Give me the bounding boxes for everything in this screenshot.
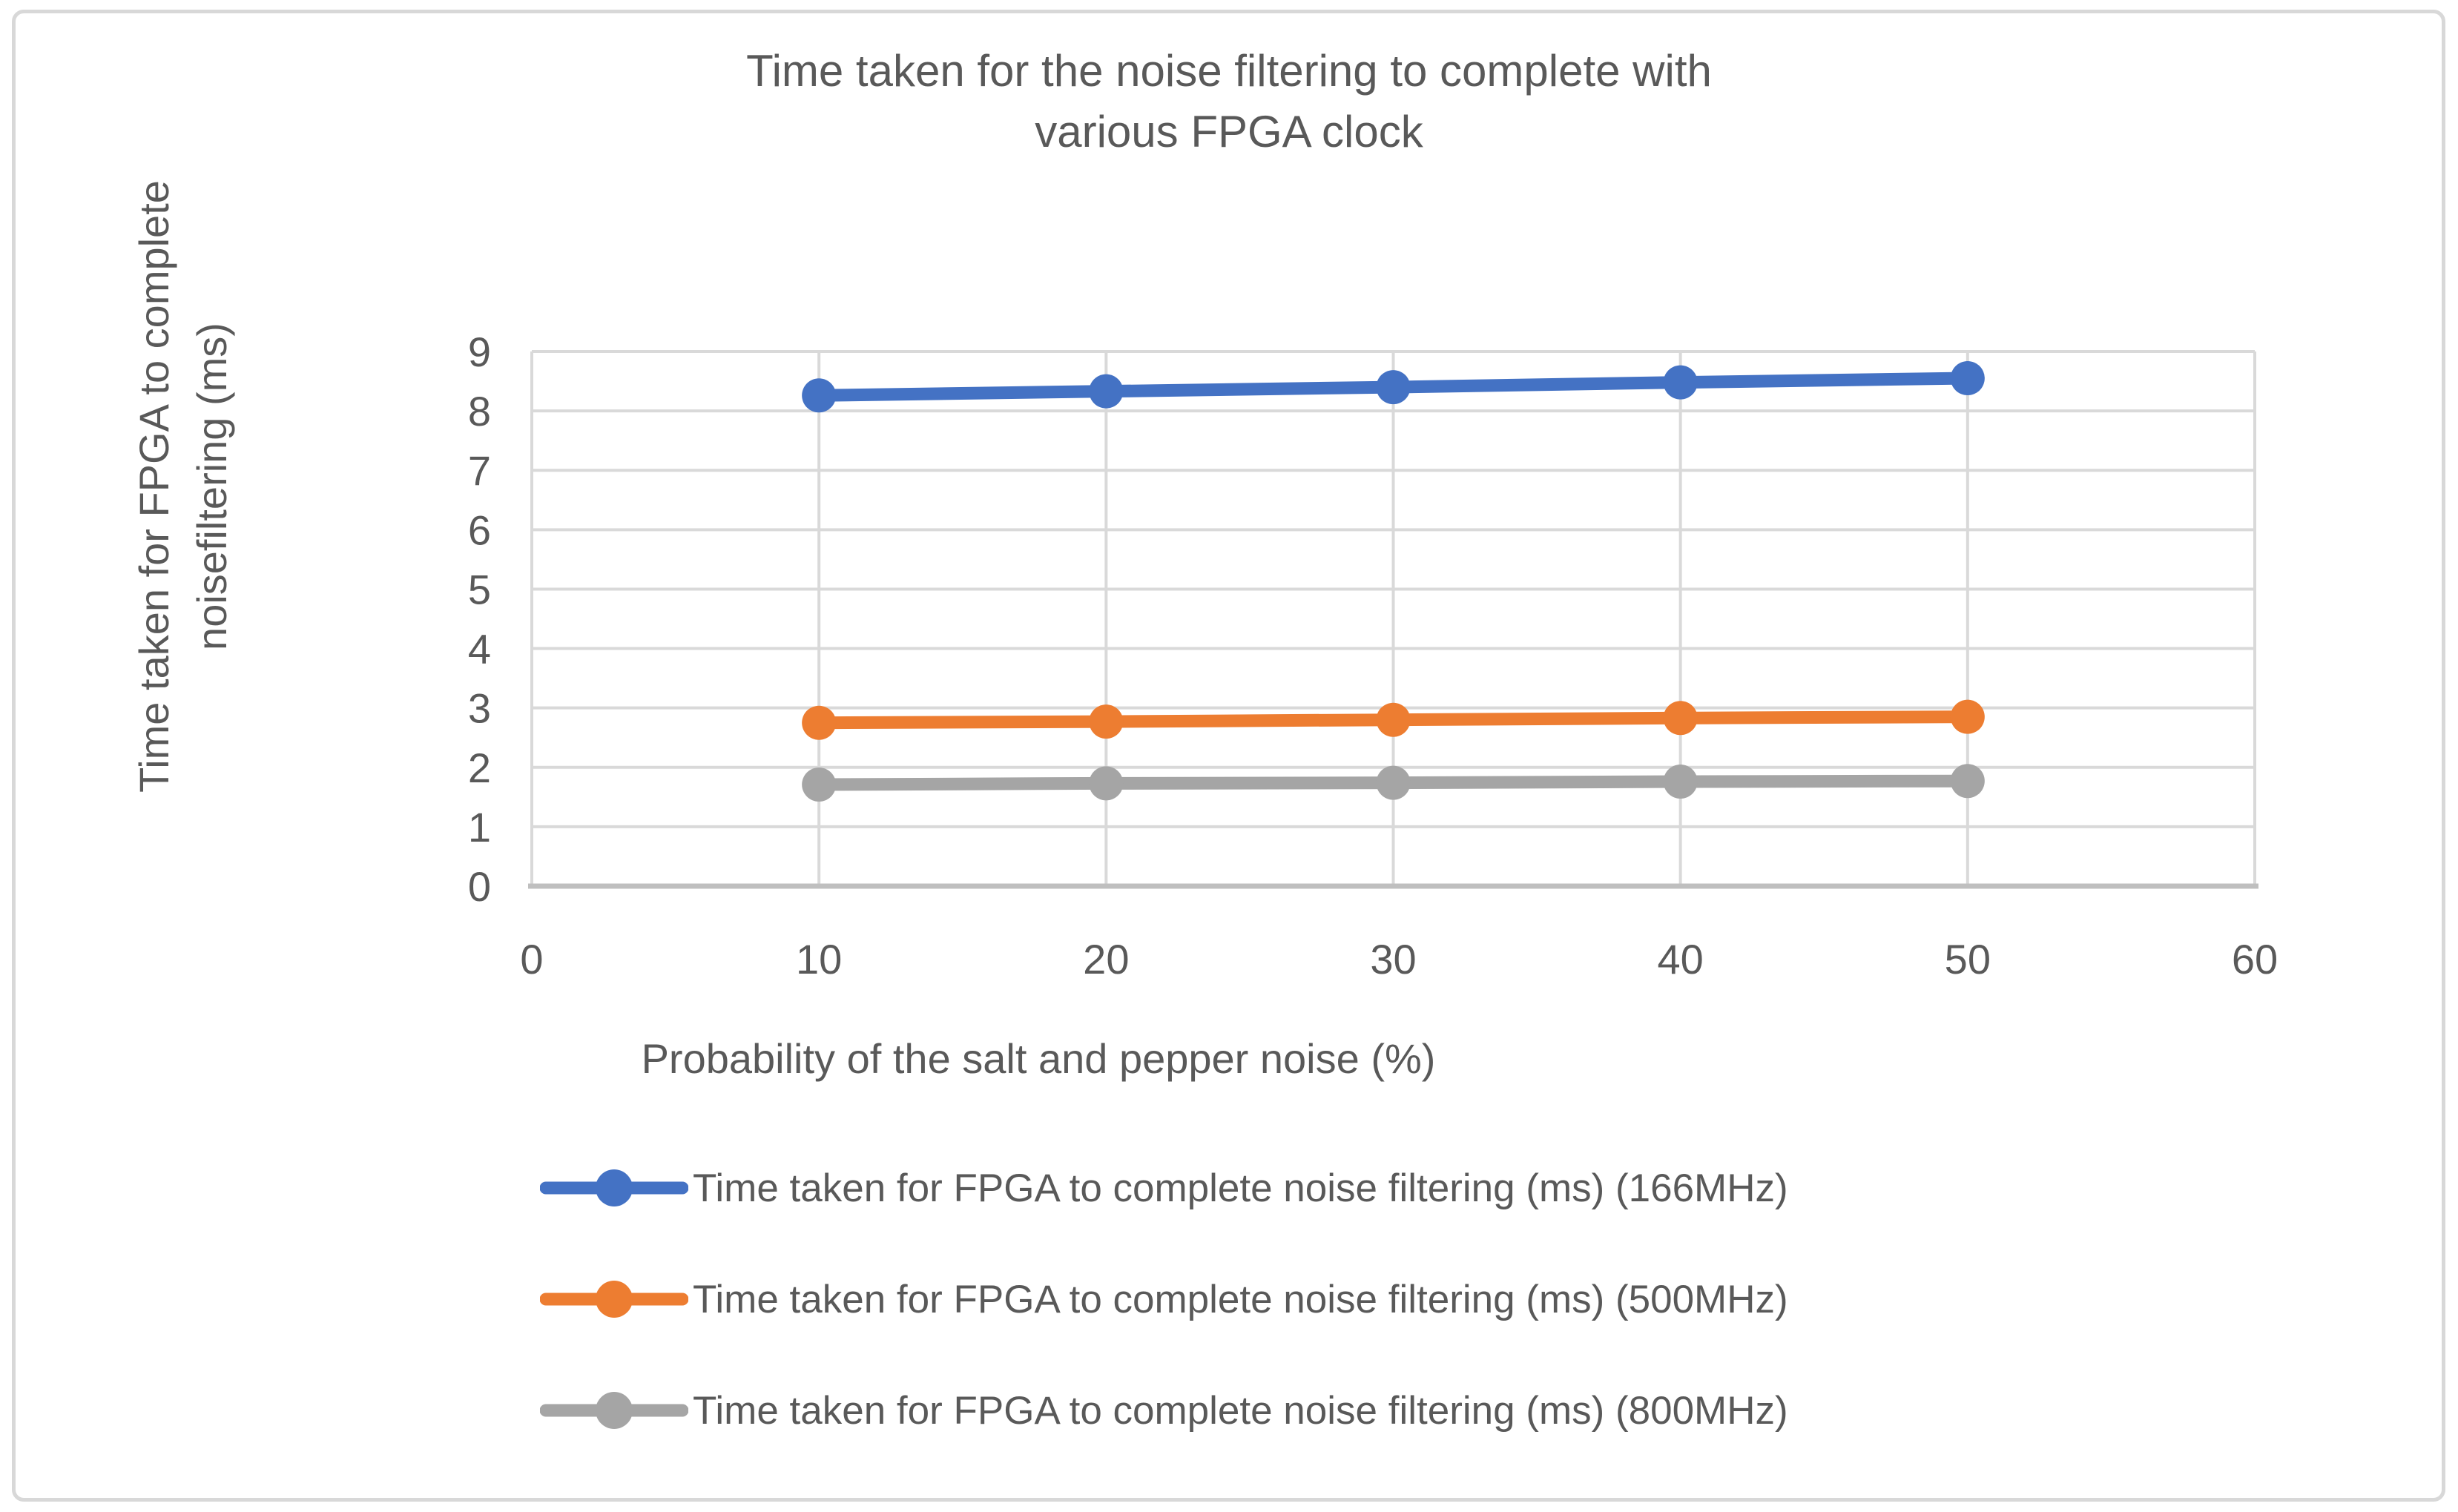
- series-1-marker-3: [1663, 701, 1698, 736]
- x-tick-label-40: 40: [1658, 936, 1704, 983]
- legend-item-500mhz: Time taken for FPGA to complete noise fi…: [540, 1272, 1788, 1326]
- y-tick-label-6: 6: [468, 506, 491, 553]
- x-tick-label-10: 10: [796, 936, 842, 983]
- y-tick-label-0: 0: [468, 863, 491, 910]
- y-tick-label-7: 7: [468, 447, 491, 494]
- y-tick-label-4: 4: [468, 626, 491, 673]
- x-tick-label-0: 0: [520, 936, 543, 983]
- x-axis-title: Probability of the salt and pepper noise…: [641, 1035, 1436, 1082]
- y-tick-label-8: 8: [468, 388, 491, 435]
- series-1-marker-4: [1950, 699, 1985, 734]
- series-1-marker-2: [1376, 702, 1411, 737]
- series-0-marker-3: [1663, 365, 1698, 400]
- series-1-marker-0: [802, 705, 837, 740]
- y-tick-label-9: 9: [468, 329, 491, 375]
- y-tick-label-2: 2: [468, 745, 491, 791]
- legend-line-dot-icon: [540, 1169, 688, 1206]
- legend-item-800mhz: Time taken for FPGA to complete noise fi…: [540, 1384, 1788, 1437]
- series-0-marker-0: [802, 378, 837, 413]
- series-0-marker-2: [1376, 370, 1411, 405]
- y-tick-label-1: 1: [468, 804, 491, 851]
- legend-label-500mhz: Time taken for FPGA to complete noise fi…: [693, 1277, 1788, 1321]
- legend-item-166mhz: Time taken for FPGA to complete noise fi…: [540, 1161, 1788, 1215]
- y-axis-title: Time taken for FPGA to complete noisefil…: [131, 180, 235, 793]
- x-tick-label-60: 60: [2232, 936, 2278, 983]
- y-tick-label-5: 5: [468, 566, 491, 613]
- series-2-marker-4: [1950, 764, 1985, 799]
- series-2-marker-1: [1089, 766, 1124, 801]
- x-tick-label-50: 50: [1945, 936, 1991, 983]
- legend-label-800mhz: Time taken for FPGA to complete noise fi…: [693, 1388, 1788, 1433]
- legend-label-166mhz: Time taken for FPGA to complete noise fi…: [693, 1166, 1788, 1210]
- y-tick-label-3: 3: [468, 685, 491, 732]
- series-1-marker-1: [1089, 704, 1124, 739]
- series-2-marker-0: [802, 767, 837, 802]
- series-0-marker-1: [1089, 374, 1124, 409]
- legend-line-dot-icon: [540, 1392, 688, 1429]
- legend: Time taken for FPGA to complete noise fi…: [540, 1161, 1788, 1437]
- x-tick-label-30: 30: [1370, 936, 1416, 983]
- x-tick-label-20: 20: [1083, 936, 1129, 983]
- chart-title: Time taken for the noise filtering to co…: [746, 46, 1712, 156]
- series-2-marker-3: [1663, 765, 1698, 799]
- series-2-marker-2: [1376, 765, 1411, 800]
- legend-line-dot-icon: [540, 1281, 688, 1318]
- series-0-marker-4: [1950, 361, 1985, 396]
